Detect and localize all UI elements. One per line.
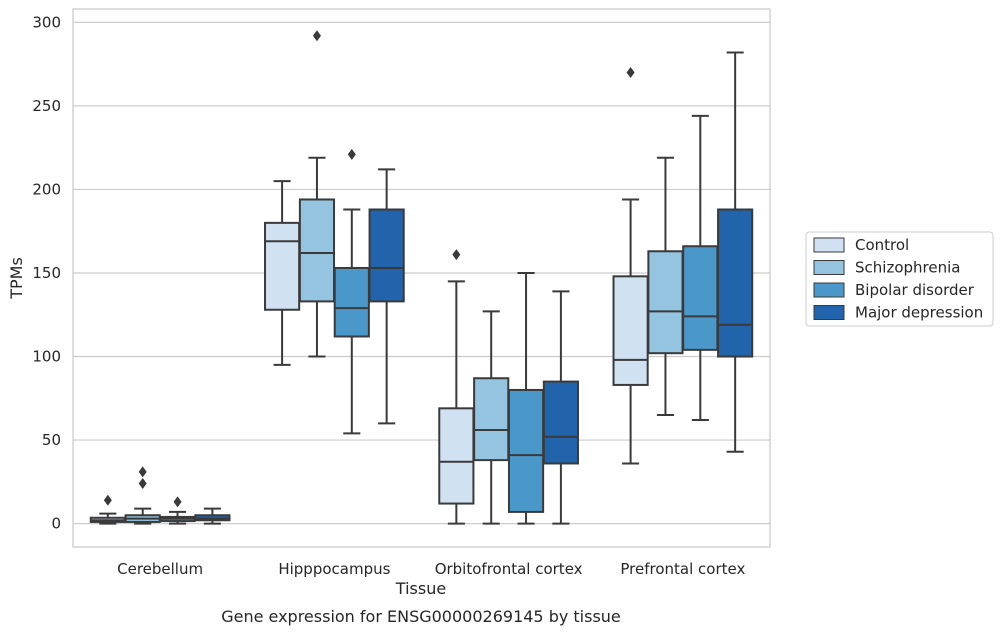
box-iqr — [682, 245, 719, 351]
box-bipolar-disorder — [507, 271, 545, 525]
outlier-point — [103, 494, 112, 506]
box-control — [612, 66, 649, 465]
box-control — [264, 180, 301, 366]
box-iqr — [542, 380, 579, 465]
box-iqr — [333, 266, 370, 338]
box-iqr — [264, 221, 301, 311]
outlier-point — [452, 249, 461, 261]
box-iqr — [298, 198, 336, 303]
legend-swatch — [813, 237, 845, 253]
legend-label: Control — [855, 236, 909, 254]
y-tick-label: 300 — [32, 13, 61, 31]
box-control — [438, 249, 475, 525]
plot-frame — [72, 8, 771, 548]
box-control — [89, 494, 126, 525]
y-tick-label: 150 — [32, 264, 61, 282]
box-major-depression — [542, 290, 579, 525]
box-bipolar-disorder — [159, 496, 196, 525]
box-bipolar-disorder — [333, 148, 370, 435]
box-schizophrenia — [647, 156, 684, 417]
x-axis-label: Tissue — [395, 579, 446, 598]
box-major-depression — [368, 168, 405, 425]
gridlines — [73, 21, 770, 525]
legend-label: Major depression — [855, 304, 983, 322]
box-iqr — [438, 407, 475, 505]
x-tick-label: Orbitofrontal cortex — [435, 560, 583, 578]
box-iqr — [612, 275, 649, 386]
y-tick-labels: 0 50 100 150 200 250 300 — [32, 13, 61, 532]
box-major-depression — [194, 507, 231, 525]
box-iqr — [473, 377, 510, 462]
y-tick-label: 250 — [32, 97, 61, 115]
chart-caption: Gene expression for ENSG00000269145 by t… — [221, 607, 621, 626]
box-bipolar-disorder — [682, 114, 719, 422]
x-tick-label: Cerebellum — [117, 560, 203, 578]
outlier-point — [626, 66, 635, 78]
x-tick-label: Prefrontal cortex — [620, 560, 745, 578]
y-tick-label: 50 — [42, 431, 61, 449]
outlier-point — [138, 466, 147, 478]
box-schizophrenia — [298, 30, 336, 358]
outlier-point — [347, 148, 356, 160]
outlier-point — [312, 30, 321, 42]
box-schizophrenia — [473, 310, 510, 525]
outlier-point — [138, 478, 147, 490]
y-axis-label: TPMs — [7, 257, 26, 300]
box-iqr — [717, 208, 754, 358]
box-iqr — [368, 208, 405, 303]
x-tick-labels: Cerebellum Hipppocampus Orbitofrontal cort… — [117, 560, 745, 578]
y-tick-label: 0 — [51, 515, 61, 533]
legend: Control Schizophrenia Bipolar disorder Majo… — [805, 231, 994, 327]
x-tick-label: Hipppocampus — [278, 560, 390, 578]
y-tick-label: 100 — [32, 348, 61, 366]
outlier-point — [173, 496, 182, 508]
boxes — [89, 30, 754, 525]
box-iqr — [507, 388, 545, 513]
legend-label: Schizophrenia — [855, 259, 960, 277]
legend-frame — [805, 231, 994, 327]
y-tick-label: 200 — [32, 180, 61, 198]
legend-swatch — [813, 282, 845, 298]
legend-label: Bipolar disorder — [855, 281, 975, 299]
box-iqr — [647, 250, 684, 355]
box-major-depression — [717, 51, 754, 453]
legend-swatch — [813, 260, 845, 275]
box-schizophrenia — [124, 466, 161, 525]
legend-swatch — [813, 305, 845, 320]
